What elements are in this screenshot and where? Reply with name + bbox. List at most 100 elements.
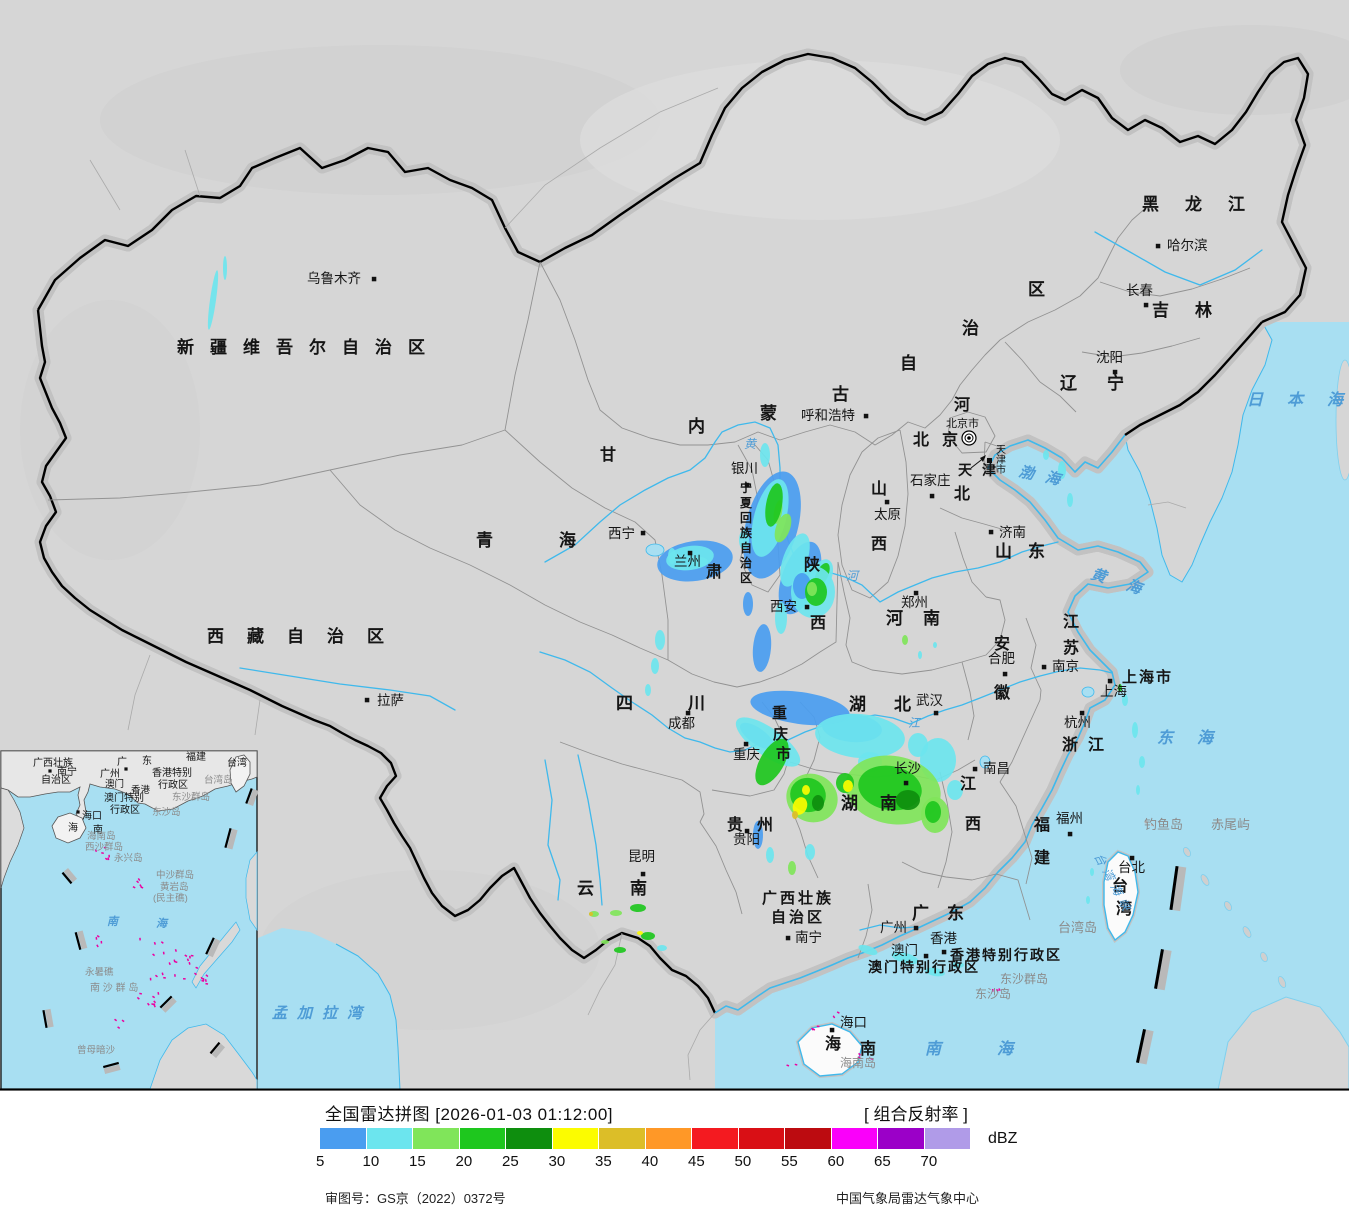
map-label: 南 [107,915,120,928]
map-label: 蒙 [760,403,777,423]
map-label: 西 [871,535,887,553]
dash-shadow [1172,866,1187,912]
map-label: 黄岩岛 [160,881,189,893]
reef-mark [140,886,144,889]
radar-echo [812,795,824,811]
city-dot [884,499,890,505]
reef-mark [96,934,100,938]
map-label: 族 [740,525,753,540]
map-label: 甘 [600,446,616,464]
map-label: 津 [996,454,1006,466]
reef-mark [95,937,98,940]
city-label: 台北 [1118,860,1146,875]
city-dot [785,935,791,941]
map-label: 天 [996,445,1006,456]
reef-mark [153,941,157,945]
radar-echo [657,945,667,951]
radar-echo [766,847,774,863]
reef-mark [94,849,98,853]
radar-echo [792,811,798,819]
dash-shadow [77,930,88,950]
city-label: 昆明 [628,849,655,864]
dash-shadow [1138,1029,1154,1065]
map-label: 自治区 [41,773,71,786]
map-label: 曾母暗沙 [77,1044,116,1056]
map-label: 建 [1034,849,1050,867]
legend-tick: 65 [874,1153,891,1170]
reef-mark [151,1003,155,1006]
city-dot [687,550,693,556]
reef-mark [161,972,164,976]
radar-echo [896,790,920,810]
city-label: 拉萨 [377,693,404,708]
legend-tick: 35 [595,1153,612,1170]
reef-mark [794,1063,798,1066]
city-dot [988,529,994,535]
map-label: 云南 [577,878,683,898]
dash-shadow [211,1043,226,1059]
dash-shadow [44,1008,54,1028]
city-label: 长春 [1126,283,1154,298]
radar-echo [651,658,659,674]
reef-mark [184,954,188,958]
city-dot [929,493,935,499]
map-label: 徽 [993,683,1011,702]
map-label: 台湾岛 [204,774,233,786]
inset-city-dot [48,769,52,773]
reef-mark [132,885,136,889]
radar-echo [1136,785,1140,795]
reef-mark [195,966,199,970]
map-label: 宁 [740,480,752,495]
reef-mark [205,974,209,978]
city-label: 南京 [1052,659,1079,674]
map-label: 钓鱼岛 [1144,817,1183,832]
city-label: 乌鲁木齐 [307,271,361,286]
map-label: 区 [1028,280,1045,299]
reef-mark [149,977,152,981]
map-label: 市 [996,463,1006,476]
reef-mark [96,944,99,948]
reef-mark [107,857,110,861]
radar-echo [891,951,919,965]
map-label: 上海市 [1122,668,1173,686]
map-label: 区 [740,571,752,585]
reef-mark [152,995,156,999]
reef-mark [136,996,140,1000]
radar-echo [788,861,796,875]
reef-mark [121,1019,125,1023]
product-label: [ 组合反射率 ] [864,1105,968,1124]
city-dot [1129,855,1135,861]
reef-mark [114,1018,118,1022]
dbz-ticks: 5 10 15 20 25 30 35 40 45 50 55 60 65 70 [316,1153,967,1170]
dash-segment [1154,949,1164,989]
map-label: 贵州 [727,815,787,834]
radar-echo [589,912,593,916]
legend-swatch-65 [878,1128,925,1149]
map-label: (民主礁) [153,892,188,904]
city-dot [913,590,919,596]
legend-swatch-5 [320,1128,367,1149]
city-label: 兰州 [674,554,701,569]
map-label: 永暑礁 [85,966,114,978]
radar-echo [655,630,665,650]
city-dot [640,530,646,536]
legend-tick: 15 [409,1153,426,1170]
map-label: 台湾岛 [1058,920,1097,935]
radar-echo [630,904,646,912]
map-label: 南 [93,823,103,836]
city-dot [913,925,919,931]
radar-echo [668,548,676,564]
map-label: 浙江 [1062,735,1114,754]
reef-mark [204,979,207,982]
city-label: 海口 [840,1015,867,1030]
city-label: 武汉 [916,693,944,708]
reef-mark [157,991,160,995]
map-label: 福建 [186,750,206,763]
map-label: 日本海 [1247,391,1349,409]
city-label: 沈阳 [1096,350,1123,365]
legend-tick: 70 [920,1153,938,1170]
legend-tick: 55 [781,1153,798,1170]
city-label: 成都 [668,716,695,731]
radar-echo [807,582,817,596]
